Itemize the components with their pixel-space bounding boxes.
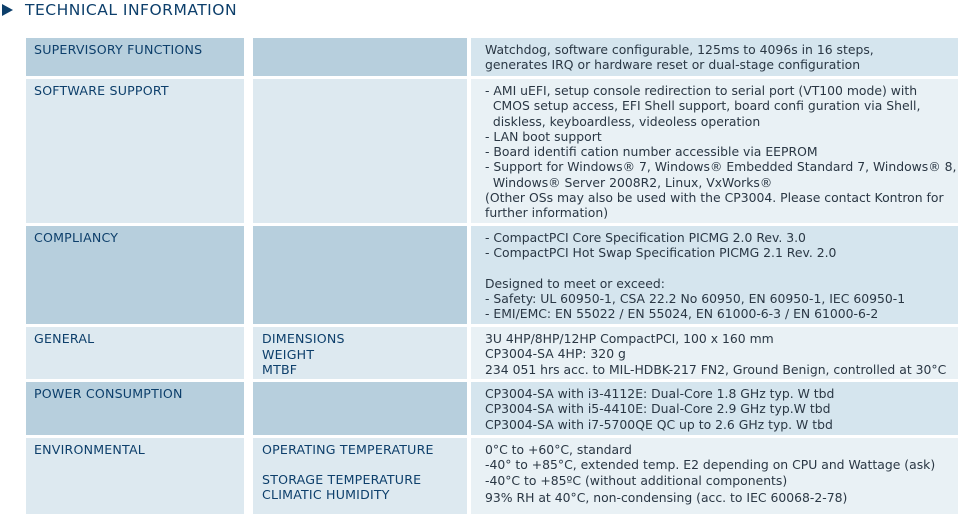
- value-line: CP3004-SA 4HP: 320 g: [485, 346, 626, 362]
- value-cell: CP3004-SA with i3-4112E: Dual-Core 1.8 G…: [471, 382, 958, 435]
- dimensions-label: DIMENSIONS: [262, 331, 345, 346]
- sub-label-cell: DIMENSIONS WEIGHT MTBF: [253, 327, 467, 379]
- value-line: (Other OSs may also be used with the CP3…: [485, 190, 944, 206]
- value-line: - AMI uEFI, setup console redirection to…: [485, 83, 918, 98]
- sub-label-cell: [253, 226, 467, 324]
- value-line: Watchdog, software configurable, 125ms t…: [485, 42, 874, 57]
- table-row: ENVIRONMENTAL OPERATING TEMPERATURE STOR…: [26, 438, 958, 514]
- value-cell: 3U 4HP/8HP/12HP CompactPCI, 100 x 160 mm…: [471, 327, 958, 379]
- value-line: -40° to +85°C, extended temp. E2 dependi…: [485, 457, 936, 473]
- weight-label: WEIGHT: [262, 346, 315, 362]
- section-title: TECHNICAL INFORMATION: [25, 1, 238, 19]
- value-line: 3U 4HP/8HP/12HP CompactPCI, 100 x 160 mm: [485, 331, 774, 346]
- category-label: SOFTWARE SUPPORT: [26, 79, 244, 223]
- table-row: SUPERVISORY FUNCTIONS Watchdog, software…: [26, 38, 958, 76]
- value-line: CP3004-SA with i3-4112E: Dual-Core 1.8 G…: [485, 386, 835, 401]
- value-line: further information): [485, 205, 609, 221]
- storage-temperature-label: STORAGE TEMPERATURE: [262, 471, 422, 487]
- value-line: - Safety: UL 60950-1, CSA 22.2 No 60950,…: [485, 290, 906, 306]
- value-cell: - AMI uEFI, setup console redirection to…: [471, 79, 958, 223]
- value-line: - EMI/EMC: EN 55022 / EN 55024, EN 61000…: [485, 306, 879, 322]
- sub-label-cell: OPERATING TEMPERATURE STORAGE TEMPERATUR…: [253, 438, 467, 514]
- category-label: COMPLIANCY: [26, 226, 244, 324]
- table-row: POWER CONSUMPTION CP3004-SA with i3-4112…: [26, 382, 958, 435]
- value-line: 0°C to +60°C, standard: [485, 442, 632, 457]
- table-row: COMPLIANCY - CompactPCI Core Specificati…: [26, 226, 958, 324]
- value-line: CP3004-SA with i7-5700QE QC up to 2.6 GH…: [485, 416, 833, 432]
- value-line: -40°C to +85ºC (without additional compo…: [485, 472, 788, 488]
- category-label: GENERAL: [26, 327, 244, 379]
- mtbf-label: MTBF: [262, 362, 298, 377]
- value-line: 93% RH at 40°C, non-condensing (acc. to …: [485, 489, 848, 505]
- triangle-bullet-icon: [2, 4, 13, 16]
- value-line: diskless, keyboardless, videoless operat…: [485, 113, 761, 129]
- category-label: POWER CONSUMPTION: [26, 382, 244, 435]
- category-label: SUPERVISORY FUNCTIONS: [26, 38, 244, 76]
- value-line: generates IRQ or hardware reset or dual-…: [485, 57, 861, 73]
- value-cell: - CompactPCI Core Specification PICMG 2.…: [471, 226, 958, 324]
- tech-info-table: SUPERVISORY FUNCTIONS Watchdog, software…: [26, 38, 958, 517]
- value-line: - CompactPCI Core Specification PICMG 2.…: [485, 230, 806, 245]
- value-line: Windows® Server 2008R2, Linux, VxWorks®: [485, 174, 773, 190]
- operating-temperature-label: OPERATING TEMPERATURE: [262, 442, 434, 457]
- value-line: CMOS setup access, EFI Shell support, bo…: [485, 98, 921, 114]
- value-line: Designed to meet or exceed:: [485, 275, 665, 291]
- climatic-humidity-label: CLIMATIC HUMIDITY: [262, 487, 390, 502]
- value-cell: Watchdog, software configurable, 125ms t…: [471, 38, 958, 76]
- sub-label-cell: [253, 79, 467, 223]
- sub-label-cell: [253, 38, 467, 76]
- spacer: [262, 458, 467, 472]
- section-heading: TECHNICAL INFORMATION: [2, 0, 237, 20]
- value-line: - Support for Windows® 7, Windows® Embed…: [485, 159, 957, 175]
- value-cell: 0°C to +60°C, standard -40° to +85°C, ex…: [471, 438, 958, 514]
- value-line: - LAN boot support: [485, 128, 602, 144]
- category-label: ENVIRONMENTAL: [26, 438, 244, 514]
- value-line: - Board identifi cation number accessibl…: [485, 144, 818, 160]
- value-line: - CompactPCI Hot Swap Specification PICM…: [485, 245, 837, 261]
- spacer: [485, 261, 952, 276]
- table-row: GENERAL DIMENSIONS WEIGHT MTBF 3U 4HP/8H…: [26, 327, 958, 379]
- sub-label-cell: [253, 382, 467, 435]
- value-line: CP3004-SA with i5-4410E: Dual-Core 2.9 G…: [485, 401, 831, 417]
- value-line: 234 051 hrs acc. to MIL-HDBK-217 FN2, Gr…: [485, 361, 947, 377]
- table-row: SOFTWARE SUPPORT - AMI uEFI, setup conso…: [26, 79, 958, 223]
